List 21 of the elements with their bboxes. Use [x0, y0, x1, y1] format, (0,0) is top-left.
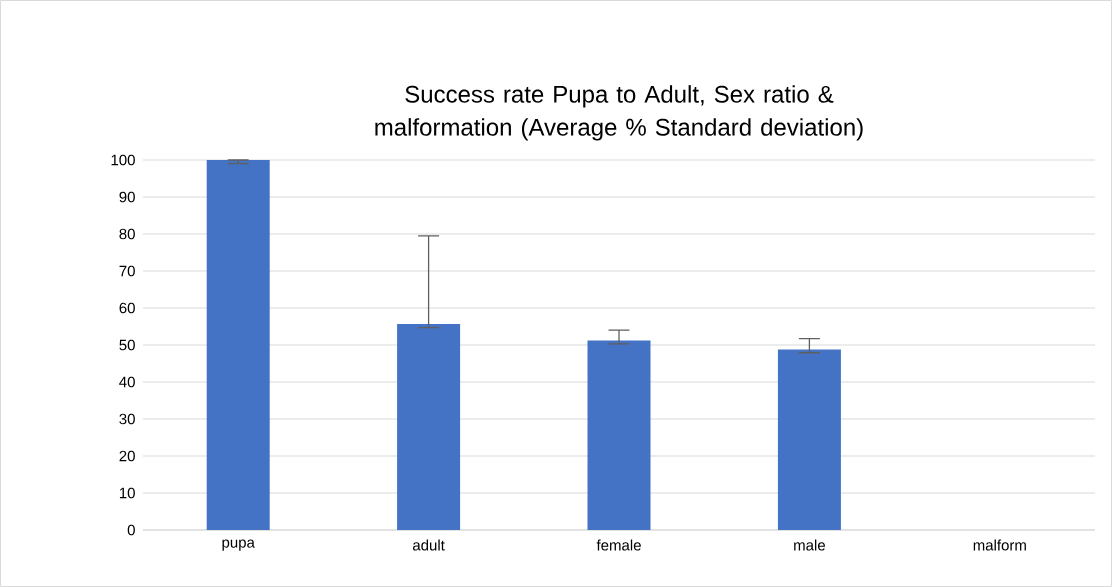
- y-tick-label: 80: [119, 228, 135, 240]
- y-tick-label: 70: [119, 265, 135, 277]
- x-tick-label: male: [794, 539, 825, 551]
- y-tick-label: 60: [119, 302, 135, 314]
- y-tick-label: 20: [119, 450, 135, 462]
- x-tick-label: female: [596, 539, 641, 551]
- x-tick-label: adult: [412, 539, 445, 551]
- x-tick-label: pupa: [222, 539, 255, 551]
- y-tick-label: 90: [119, 191, 135, 203]
- bar: [587, 340, 651, 530]
- y-tick-label: 0: [127, 524, 135, 536]
- x-tick-label: malform: [973, 539, 1026, 551]
- y-tick-label: 30: [119, 413, 135, 425]
- chart-title: Success rate Pupa to Adult, Sex ratio & malformation (Average % Standard deviation): [375, 85, 863, 141]
- y-tick-label: 40: [119, 376, 135, 388]
- y-tick-label: 50: [119, 339, 135, 351]
- bar: [777, 349, 841, 530]
- y-tick-label: 100: [111, 154, 135, 166]
- bar: [206, 160, 270, 530]
- y-tick-label: 10: [119, 487, 135, 499]
- bar: [397, 323, 461, 530]
